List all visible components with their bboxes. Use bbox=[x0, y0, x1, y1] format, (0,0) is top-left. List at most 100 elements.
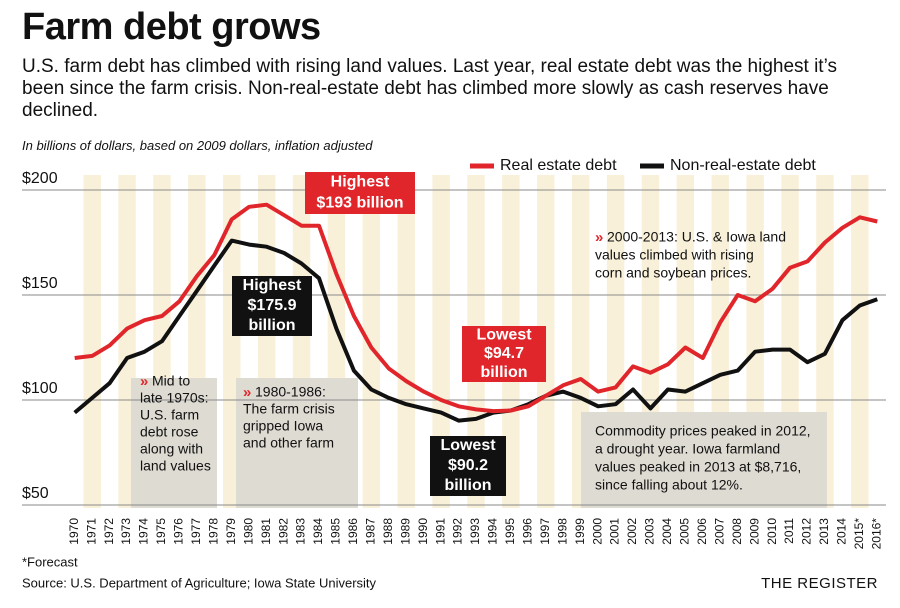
x-tick-label: 1974 bbox=[137, 518, 151, 545]
x-tick-label: 1988 bbox=[381, 518, 395, 545]
x-tick-label: 1989 bbox=[398, 518, 412, 545]
x-tick-label: 1976 bbox=[172, 518, 186, 545]
annotation-text: late 1970s: bbox=[140, 390, 209, 406]
callout-text: Lowest bbox=[440, 437, 496, 454]
x-tick-label: 2005 bbox=[678, 518, 692, 545]
annotation-text: values climbed with rising bbox=[595, 247, 754, 263]
x-tick-label: 1970 bbox=[67, 518, 81, 545]
annotation-bullet: » bbox=[243, 384, 251, 401]
x-tick-label: 1980 bbox=[241, 518, 255, 545]
callout-text: $90.2 bbox=[448, 457, 488, 474]
x-tick-label: 2004 bbox=[660, 518, 674, 545]
x-tick-label: 1983 bbox=[294, 518, 308, 545]
callout-text: billion bbox=[480, 364, 527, 381]
callout-text: $193 billion bbox=[316, 195, 403, 212]
annotation-text: 2000-2013: U.S. & Iowa land bbox=[607, 229, 786, 245]
annotation-text: since falling about 12%. bbox=[595, 477, 743, 493]
callout-text: Highest bbox=[243, 277, 302, 294]
annotation-text: gripped Iowa bbox=[243, 418, 323, 434]
annotation-text: and other farm bbox=[243, 435, 334, 451]
callout-box bbox=[232, 276, 312, 336]
x-tick-label: 1984 bbox=[311, 518, 325, 545]
annotation-bullet: » bbox=[140, 373, 148, 390]
annotation-text: The farm crisis bbox=[243, 401, 335, 417]
annotation-bullet: » bbox=[595, 229, 603, 246]
y-tick-label: $50 bbox=[22, 485, 49, 502]
x-tick-label: 1986 bbox=[346, 518, 360, 545]
x-tick-label: 1985 bbox=[329, 518, 343, 545]
legend-label: Non-real-estate debt bbox=[670, 157, 816, 174]
x-tick-label: 2016* bbox=[869, 518, 883, 550]
annotation-text: values peaked in 2013 at $8,716, bbox=[595, 459, 801, 475]
x-tick-label: 2007 bbox=[712, 518, 726, 545]
callout-box bbox=[305, 172, 415, 214]
x-tick-label: 2006 bbox=[695, 518, 709, 545]
stripe bbox=[851, 175, 869, 508]
callout-text: Lowest bbox=[476, 327, 532, 344]
x-tick-label: 1999 bbox=[573, 518, 587, 545]
legend-label: Real estate debt bbox=[500, 157, 617, 174]
x-tick-label: 1995 bbox=[503, 518, 517, 545]
x-tick-label: 2011 bbox=[782, 518, 796, 544]
x-tick-label: 1998 bbox=[555, 518, 569, 545]
x-tick-label: 1978 bbox=[206, 518, 220, 545]
annotation-text: corn and soybean prices. bbox=[595, 265, 751, 281]
footnote: *Forecast bbox=[22, 554, 78, 569]
y-tick-label: $100 bbox=[22, 380, 58, 397]
shade-box bbox=[581, 412, 827, 508]
x-tick-label: 2012 bbox=[800, 518, 814, 545]
stripe bbox=[83, 175, 101, 508]
x-tick-label: 1993 bbox=[468, 518, 482, 545]
x-tick-label: 2001 bbox=[608, 518, 622, 545]
stripe bbox=[362, 175, 381, 508]
x-tick-label: 1982 bbox=[276, 518, 290, 545]
x-tick-label: 2014 bbox=[835, 518, 849, 545]
x-tick-label: 2009 bbox=[747, 518, 761, 545]
series-line bbox=[74, 202, 878, 414]
x-tick-label: 2000 bbox=[590, 518, 604, 545]
x-tick-label: 2013 bbox=[817, 518, 831, 545]
x-tick-label: 1997 bbox=[538, 518, 552, 545]
x-tick-label: 1979 bbox=[224, 518, 238, 545]
x-tick-label: 1971 bbox=[84, 518, 98, 545]
callout-text: billion bbox=[444, 477, 491, 494]
annotation-text: Mid to bbox=[152, 373, 190, 389]
annotation-text: 1980-1986: bbox=[255, 384, 326, 400]
series-line bbox=[73, 238, 878, 423]
x-tick-label: 1981 bbox=[259, 518, 273, 545]
chart-subtitle: U.S. farm debt has climbed with rising l… bbox=[22, 56, 837, 121]
annotation-text: Commodity prices peaked in 2012, bbox=[595, 423, 811, 439]
unit-note: In billions of dollars, based on 2009 do… bbox=[22, 138, 373, 153]
y-tick-label: $150 bbox=[22, 275, 58, 292]
x-tick-label: 1992 bbox=[451, 518, 465, 545]
callout-text: $94.7 bbox=[484, 345, 524, 362]
x-tick-label: 1972 bbox=[102, 518, 116, 545]
callout-box bbox=[462, 326, 546, 382]
stripe bbox=[397, 175, 415, 508]
annotation-text: U.S. farm bbox=[140, 407, 199, 423]
callout-text: Highest bbox=[331, 174, 390, 191]
x-tick-label: 2003 bbox=[643, 518, 657, 545]
x-tick-label: 1975 bbox=[154, 518, 168, 545]
credit: THE REGISTER bbox=[761, 575, 878, 592]
x-tick-label: 1994 bbox=[486, 518, 500, 545]
callout-text: billion bbox=[248, 317, 295, 334]
annotation-text: along with bbox=[140, 441, 203, 457]
chart-title: Farm debt grows bbox=[22, 6, 321, 48]
annotation-text: a drought year. Iowa farmland bbox=[595, 441, 780, 457]
x-tick-label: 1973 bbox=[119, 518, 133, 545]
x-tick-label: 1987 bbox=[363, 518, 377, 545]
x-tick-label: 1991 bbox=[433, 518, 447, 545]
y-tick-label: $200 bbox=[22, 170, 58, 187]
x-tick-label: 2010 bbox=[765, 518, 779, 545]
stripe bbox=[432, 175, 450, 508]
x-tick-label: 2002 bbox=[625, 518, 639, 545]
x-tick-label: 1990 bbox=[416, 518, 430, 545]
annotation-text: debt rose bbox=[140, 424, 199, 440]
source: Source: U.S. Department of Agriculture; … bbox=[22, 575, 377, 590]
x-tick-label: 1977 bbox=[189, 518, 203, 545]
callout-box bbox=[430, 436, 506, 496]
x-tick-label: 2015* bbox=[852, 518, 866, 550]
